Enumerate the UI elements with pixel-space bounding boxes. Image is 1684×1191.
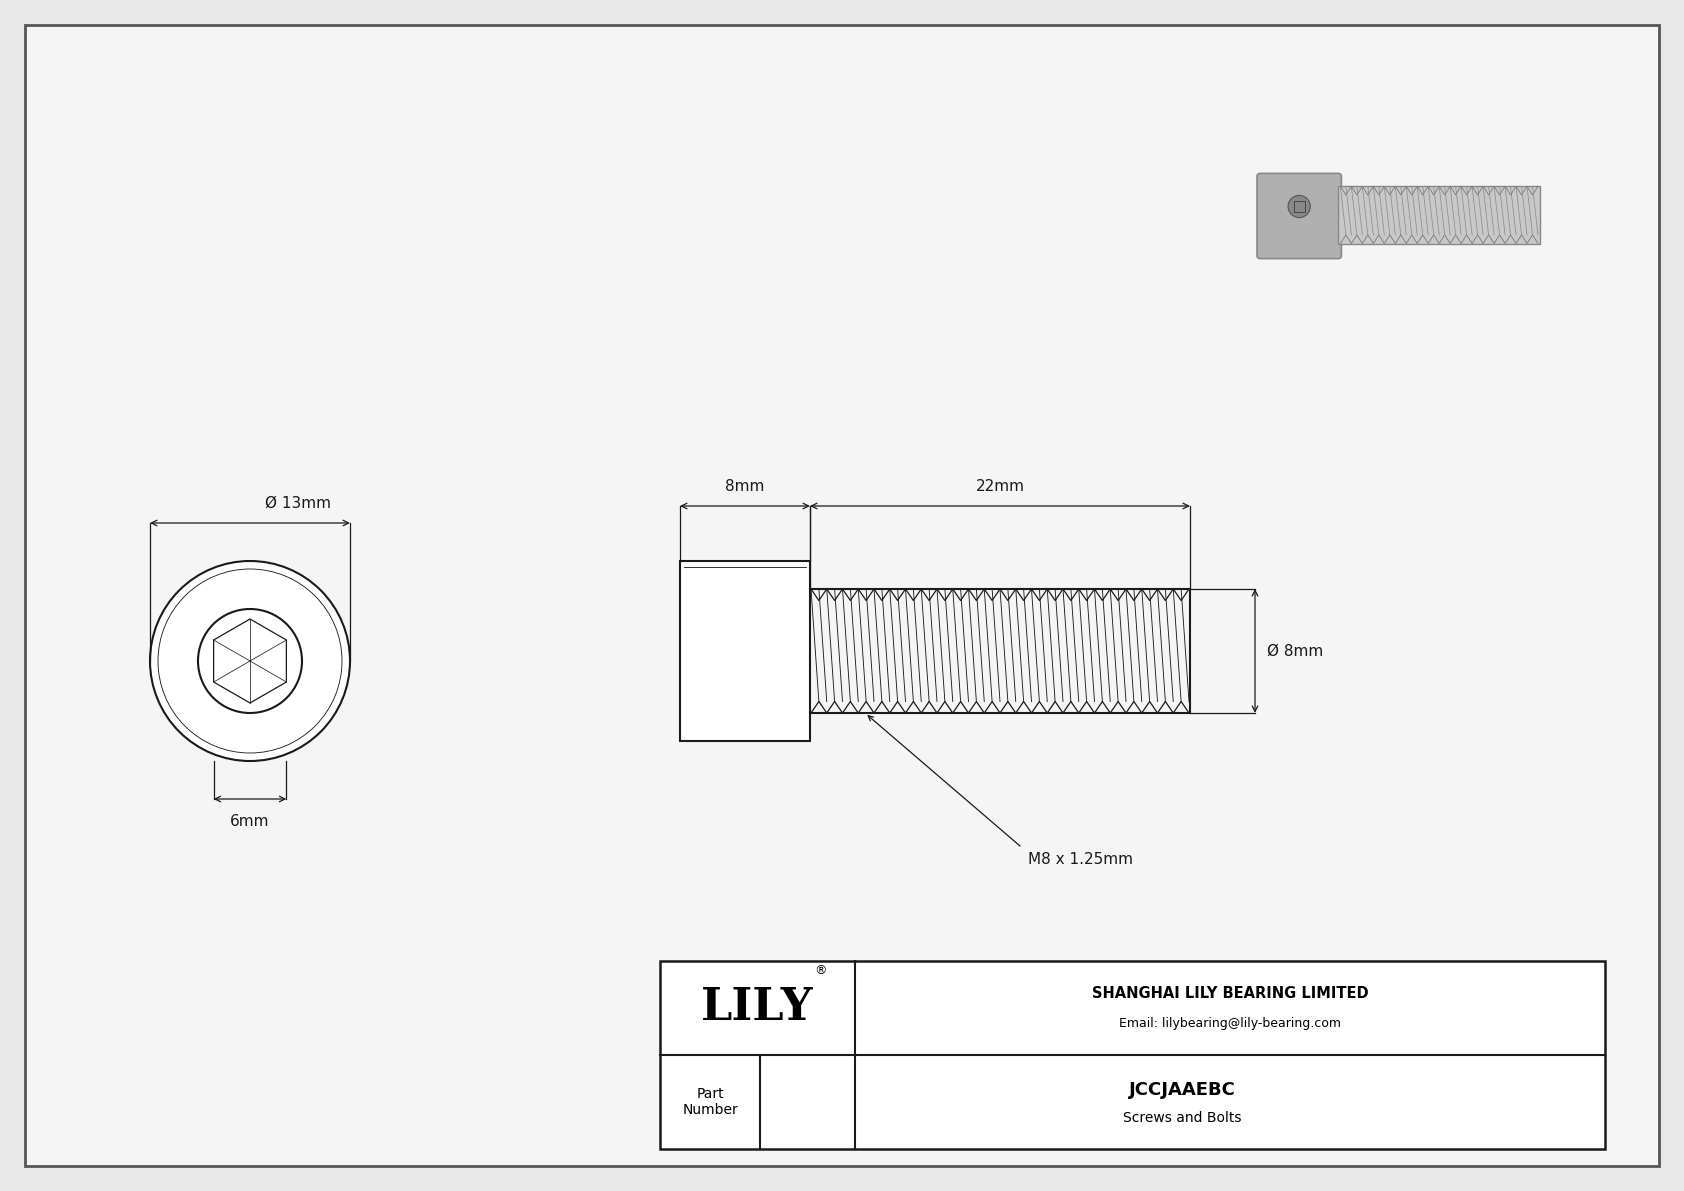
Text: Ø 13mm: Ø 13mm <box>264 495 332 511</box>
Text: Part
Number: Part Number <box>682 1087 738 1117</box>
Text: LILY: LILY <box>701 986 813 1029</box>
Circle shape <box>199 609 301 713</box>
Text: 6mm: 6mm <box>231 813 269 829</box>
Text: 22mm: 22mm <box>975 479 1024 494</box>
Text: 8mm: 8mm <box>726 479 765 494</box>
Bar <box>680 561 810 741</box>
Text: ®: ® <box>815 965 827 978</box>
Text: JCCJAAEBC: JCCJAAEBC <box>1128 1081 1236 1099</box>
FancyBboxPatch shape <box>1339 186 1539 243</box>
Circle shape <box>150 561 350 761</box>
FancyBboxPatch shape <box>1256 174 1342 258</box>
Text: Ø 8mm: Ø 8mm <box>1266 643 1324 659</box>
Circle shape <box>1288 195 1310 218</box>
Bar <box>660 961 1605 1149</box>
Text: Screws and Bolts: Screws and Bolts <box>1123 1111 1241 1125</box>
Text: M8 x 1.25mm: M8 x 1.25mm <box>1027 852 1133 867</box>
Text: Email: lilybearing@lily-bearing.com: Email: lilybearing@lily-bearing.com <box>1118 1017 1340 1030</box>
Polygon shape <box>214 619 286 703</box>
Text: SHANGHAI LILY BEARING LIMITED: SHANGHAI LILY BEARING LIMITED <box>1091 986 1369 1002</box>
